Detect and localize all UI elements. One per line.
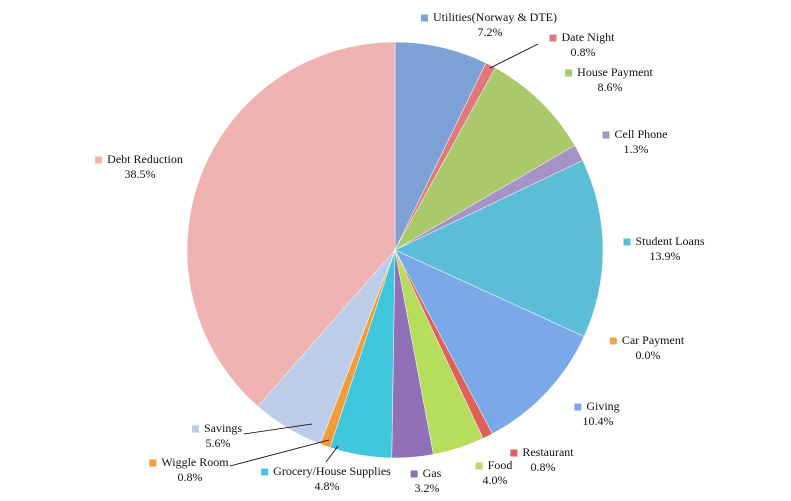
legend-swatch — [191, 425, 199, 433]
legend-swatch — [261, 468, 269, 476]
legend-swatch — [510, 449, 518, 457]
slice-value-label: 0.8% — [531, 460, 556, 474]
leader-line — [229, 439, 330, 467]
legend-swatch — [95, 156, 103, 164]
slice-label: Food — [488, 458, 513, 472]
slice-label: Cell Phone — [615, 127, 668, 141]
slice-value-label: 10.4% — [583, 414, 614, 428]
slice-value-label: 7.2% — [478, 25, 503, 39]
slice-value-label: 0.8% — [178, 470, 203, 484]
legend-swatch — [602, 131, 610, 139]
slice-value-label: 1.3% — [624, 142, 649, 156]
slice-label: Car Payment — [622, 333, 685, 347]
leader-line — [243, 423, 313, 435]
legend-swatch — [149, 459, 157, 467]
slice-label: House Payment — [577, 65, 653, 79]
slice-label: Savings — [204, 421, 242, 435]
slice-value-label: 38.5% — [125, 167, 156, 181]
legend-swatch — [574, 403, 582, 411]
slice-label: Date Night — [562, 30, 616, 44]
slice-value-label: 4.8% — [315, 479, 340, 493]
pie-slice — [394, 249, 585, 435]
pie-slice — [394, 160, 604, 337]
slice-label: Giving — [586, 399, 619, 413]
leader-line — [325, 445, 339, 463]
slice-value-label: 13.9% — [650, 249, 681, 263]
slice-label: Debt Reduction — [107, 152, 183, 166]
legend-swatch — [565, 69, 573, 77]
slice-label: Wiggle Room — [161, 455, 229, 469]
slice-value-label: 4.0% — [483, 473, 508, 487]
slice-value-label: 5.6% — [206, 436, 231, 450]
slice-label: Student Loans — [636, 234, 705, 248]
slice-label: Gas — [423, 466, 442, 480]
slice-value-label: 8.6% — [598, 80, 623, 94]
legend-swatch — [609, 337, 617, 345]
slice-value-label: 0.8% — [571, 45, 596, 59]
pie-slice — [186, 41, 396, 407]
slice-value-label: 0.0% — [636, 348, 661, 362]
legend-swatch — [549, 34, 557, 42]
pie-slice — [394, 67, 576, 251]
slice-label: Utilities(Norway & DTE) — [433, 10, 557, 24]
slice-value-label: 3.2% — [415, 481, 440, 495]
legend-swatch — [475, 462, 483, 470]
slice-label: Grocery/House Supplies — [273, 464, 391, 478]
leader-line — [489, 43, 539, 69]
legend-swatch — [421, 14, 429, 22]
legend-swatch — [410, 470, 418, 478]
slice-label: Restaurant — [522, 445, 574, 459]
legend-swatch — [623, 238, 631, 246]
